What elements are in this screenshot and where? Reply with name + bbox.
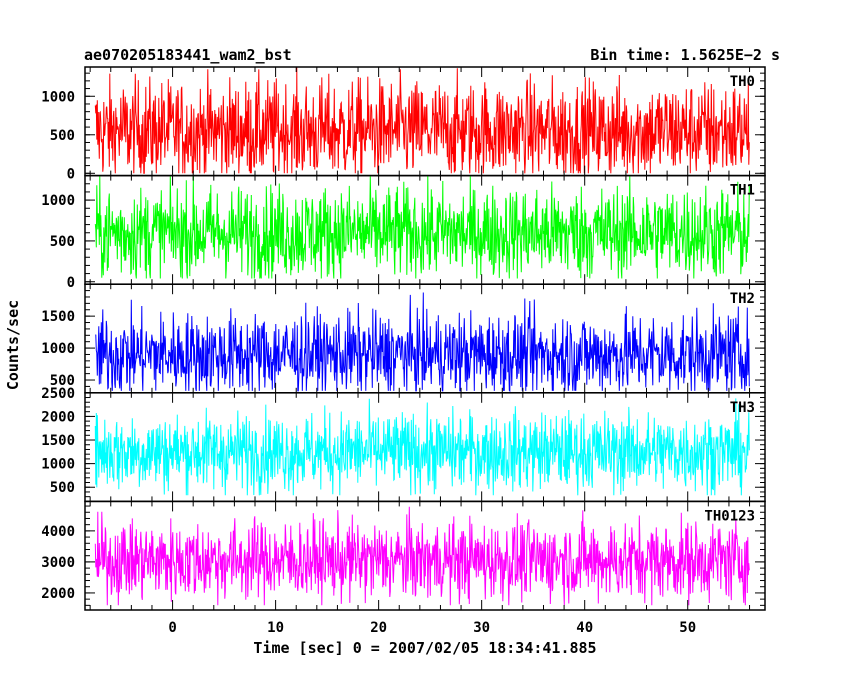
y-tick-label: 0 (67, 275, 75, 291)
panel-label-th0: TH0 (730, 74, 755, 90)
y-tick-label: 1500 (41, 309, 75, 325)
x-tick-label: 0 (168, 620, 176, 636)
y-tick-label: 500 (50, 128, 75, 144)
x-tick-label: 50 (679, 620, 696, 636)
panel-label-th0123: TH0123 (704, 508, 755, 524)
y-tick-label: 1000 (41, 193, 75, 209)
y-tick-label: 1500 (41, 433, 75, 449)
x-tick-label: 40 (576, 620, 593, 636)
x-tick-label: 30 (473, 620, 490, 636)
y-tick-label: 1000 (41, 457, 75, 473)
panel-label-th1: TH1 (730, 183, 755, 199)
y-tick-label: 1000 (41, 341, 75, 357)
panels: 0 500 1000 TH0 0 500 1000 TH1 500 1000 1500 TH2 500 1… (41, 66, 766, 611)
y-tick-label: 2500 (41, 386, 75, 402)
y-tick-label: 1000 (41, 89, 75, 105)
series-th1 (94, 175, 750, 279)
series-th0 (94, 66, 750, 174)
y-tick-label: 500 (50, 480, 75, 496)
y-tick-label: 500 (50, 373, 75, 389)
x-tick-label: 20 (370, 620, 387, 636)
panel-label-th2: TH2 (730, 291, 755, 307)
chart-title-left: ae070205183441_wam2_bst (84, 46, 292, 64)
panel-th0: 0 500 1000 TH0 (41, 66, 766, 182)
panel-th2: 500 1000 1500 TH2 (41, 283, 766, 394)
y-tick-label: 3000 (41, 555, 75, 571)
panel-th3: 500 1000 1500 2000 2500 TH3 (41, 386, 766, 503)
chart-title-right: Bin time: 1.5625E−2 s (590, 46, 780, 64)
y-tick-label: 4000 (41, 524, 75, 540)
x-tick-label: 10 (267, 620, 284, 636)
series-th2 (95, 292, 750, 393)
panel-label-th3: TH3 (730, 400, 755, 416)
panel-th1: 0 500 1000 TH1 (41, 174, 766, 291)
x-axis-label: Time [sec] 0 = 2007/02/05 18:34:41.885 (253, 639, 596, 657)
series-th0123 (94, 506, 750, 606)
y-tick-label: 2000 (41, 586, 75, 602)
y-axis-label: Counts/sec (4, 300, 22, 390)
y-tick-label: 2000 (41, 409, 75, 425)
y-tick-label: 0 (67, 166, 75, 182)
y-tick-label: 500 (50, 234, 75, 250)
x-axis: 0 10 20 30 40 50 (168, 620, 696, 636)
series-th3 (94, 398, 750, 496)
panel-th0123: 2000 3000 4000 TH0123 (41, 500, 766, 611)
